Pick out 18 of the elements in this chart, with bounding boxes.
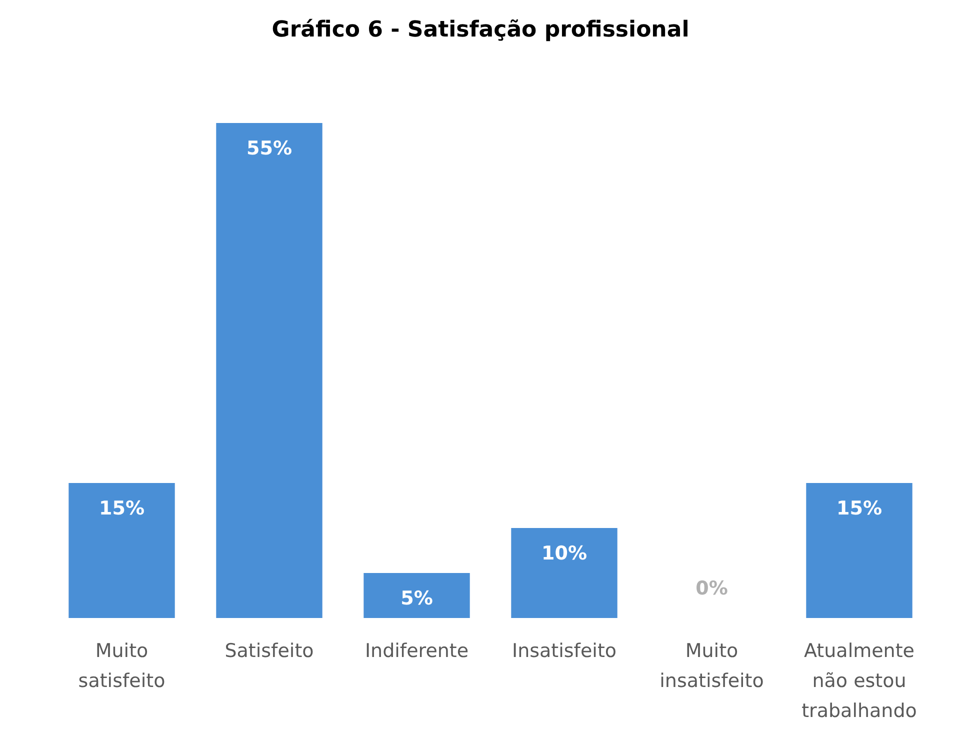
x-tick-label: Muito insatisfeito bbox=[660, 640, 764, 692]
chart-title: Gráfico 6 - Satisfação profissional bbox=[272, 18, 690, 42]
bar bbox=[364, 573, 470, 618]
x-tick-label: Atualmente não estou trabalhando bbox=[802, 640, 917, 722]
bar bbox=[216, 123, 322, 618]
data-label: 55% bbox=[246, 138, 292, 160]
bar bbox=[511, 528, 618, 618]
bar bbox=[68, 483, 175, 618]
data-label: 5% bbox=[400, 588, 433, 610]
data-label: 10% bbox=[542, 542, 587, 564]
data-label: 15% bbox=[836, 498, 882, 520]
x-tick-label: Insatisfeito bbox=[512, 640, 617, 662]
x-tick-label: Muito satisfeito bbox=[78, 640, 166, 692]
x-tick-label: Satisfeito bbox=[224, 640, 314, 662]
x-tick-label: Indiferente bbox=[364, 640, 469, 662]
data-label: 15% bbox=[99, 498, 144, 520]
bar bbox=[806, 483, 912, 618]
data-label: 0% bbox=[696, 578, 728, 600]
